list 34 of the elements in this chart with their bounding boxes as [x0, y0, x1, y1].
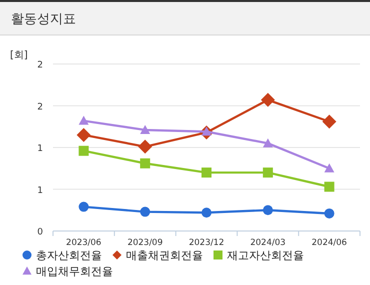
x-tick-label: 2024/03	[250, 238, 286, 248]
chart-title: 활동성지표	[11, 12, 76, 27]
legend-label: 총자산회전율	[36, 249, 102, 262]
y-axis-title: [회]	[10, 50, 28, 61]
point	[140, 124, 150, 134]
legend-label: 매출채권회전율	[126, 249, 203, 262]
point	[262, 138, 273, 148]
x-tick-label: 2023/12	[188, 238, 224, 248]
point	[324, 182, 334, 192]
point	[78, 116, 89, 125]
point	[322, 114, 336, 129]
y-tick-label: 2	[37, 60, 43, 70]
x-tick-label: 2023/06	[66, 238, 102, 248]
point	[324, 163, 334, 172]
x-tick-label: 2023/09	[127, 238, 163, 248]
point	[324, 208, 334, 218]
point	[202, 208, 212, 218]
point	[262, 205, 273, 216]
legend-label: 재고자산회전율	[227, 249, 304, 262]
x-tick-label: 2024/06	[312, 238, 347, 248]
point	[140, 206, 150, 217]
point	[138, 140, 152, 154]
y-tick-label: 2	[37, 102, 43, 112]
point	[140, 158, 150, 168]
y-tick-label: 1	[37, 186, 43, 196]
y-tick-label: 0	[37, 228, 44, 238]
point	[78, 202, 89, 212]
legend-label: 매입채무회전율	[36, 265, 113, 278]
point	[202, 168, 212, 178]
y-tick-label: 1	[37, 144, 43, 154]
point	[78, 146, 89, 156]
point	[260, 92, 275, 107]
point	[262, 168, 273, 178]
point	[76, 128, 91, 142]
